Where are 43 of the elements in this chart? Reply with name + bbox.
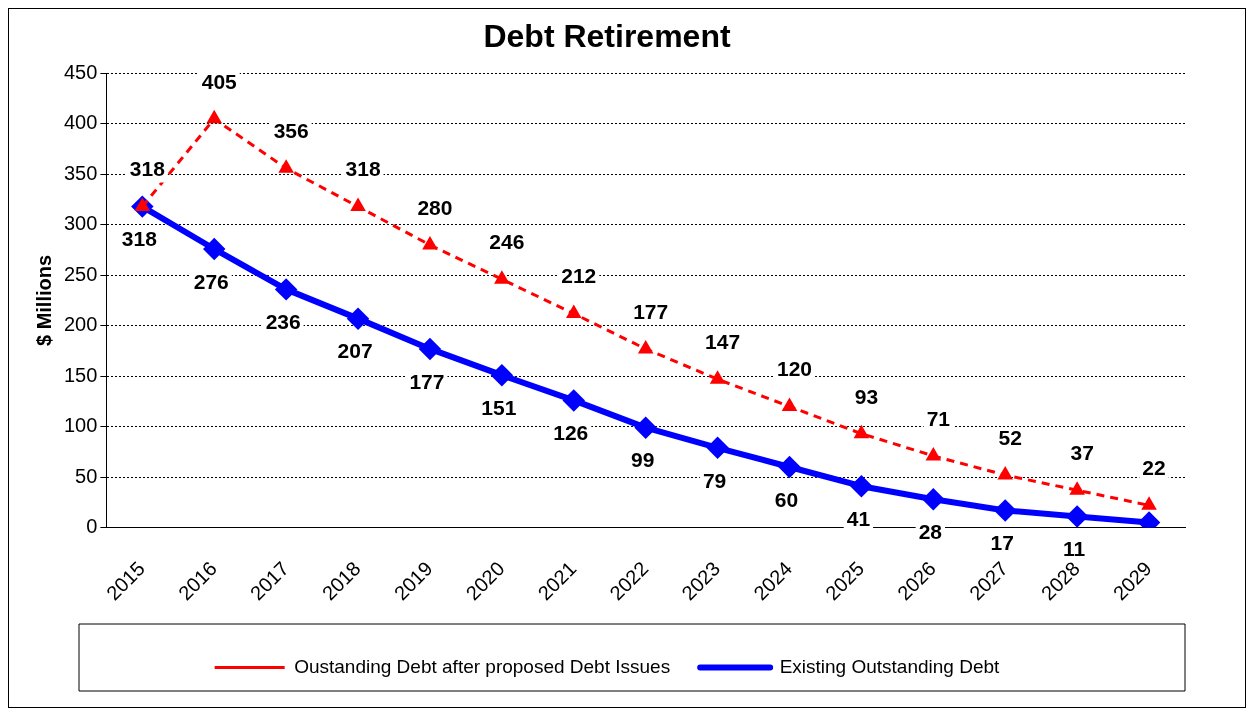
legend-label: Existing Outstanding Debt [779, 655, 1001, 677]
data-label: 151 [481, 395, 517, 419]
data-label: 41 [846, 506, 871, 530]
data-label: 318 [345, 157, 381, 181]
data-label: 126 [553, 421, 589, 445]
data-label: 22 [1142, 456, 1166, 480]
data-label: 52 [998, 425, 1022, 449]
data-label: 280 [417, 195, 453, 219]
chart-title: Debt Retirement [483, 18, 731, 55]
y-tick-label: 400 [63, 111, 98, 134]
data-label: 79 [702, 468, 727, 492]
y-tick-label: 350 [63, 161, 98, 184]
data-label: 246 [489, 230, 525, 254]
data-label: 356 [273, 119, 309, 143]
data-label: 93 [854, 384, 879, 408]
data-label: 405 [201, 69, 238, 93]
data-label: 177 [409, 369, 445, 393]
y-tick-label: 300 [63, 212, 98, 235]
data-label: 37 [1070, 441, 1094, 465]
y-tick-label: 150 [63, 363, 98, 386]
y-tick-label: 250 [63, 262, 98, 285]
legend-label: Oustanding Debt after proposed Debt Issues [294, 655, 671, 677]
y-tick-label: 100 [63, 414, 98, 437]
y-tick-label: 450 [63, 60, 98, 83]
y-tick-label: 200 [63, 313, 98, 336]
data-label: 207 [337, 339, 373, 363]
data-label: 212 [561, 264, 597, 288]
data-label: 71 [926, 406, 951, 430]
data-label: 177 [633, 299, 669, 323]
y-axis-title: $ Millions [32, 254, 55, 347]
data-label: 120 [776, 357, 813, 381]
data-label: 28 [918, 520, 943, 544]
data-label: 17 [990, 531, 1014, 555]
data-label: 318 [129, 157, 166, 181]
data-label: 11 [1063, 537, 1086, 561]
data-label: 318 [121, 227, 158, 251]
data-label: 147 [705, 330, 741, 353]
data-label: 99 [631, 448, 655, 472]
y-tick-label: 50 [75, 464, 98, 487]
data-label: 236 [265, 310, 301, 334]
data-label: 276 [193, 269, 229, 293]
data-label: 60 [774, 487, 799, 511]
y-tick-label: 0 [86, 515, 98, 538]
